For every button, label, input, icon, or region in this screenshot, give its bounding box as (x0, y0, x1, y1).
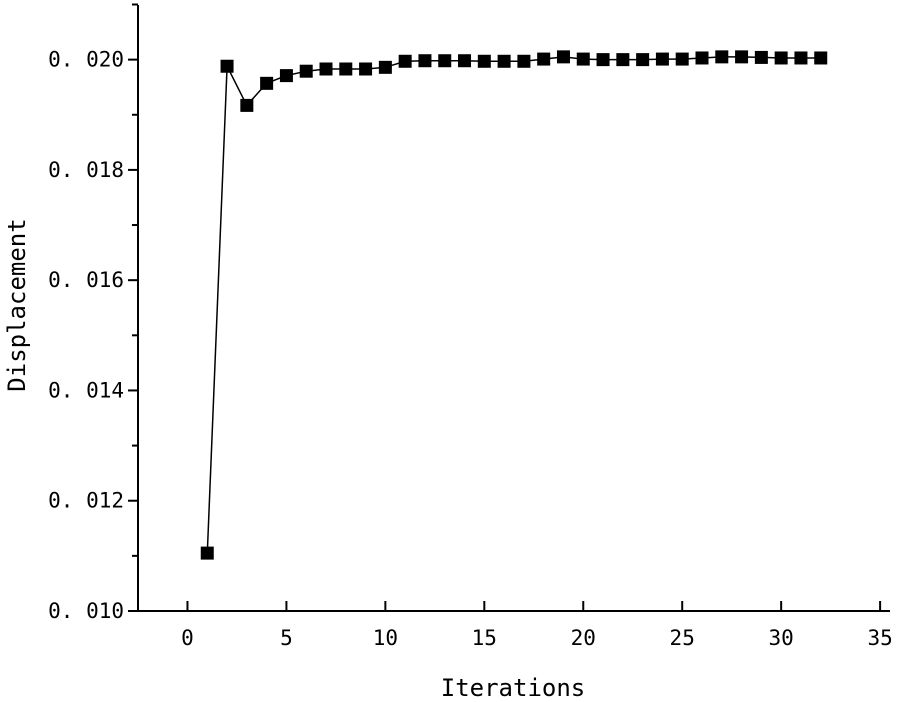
data-point-marker (636, 53, 650, 67)
y-tick-label: 0. 016 (48, 268, 124, 292)
y-tick-label: 0. 020 (48, 48, 124, 72)
data-point-marker (418, 54, 432, 68)
data-point-marker (517, 54, 531, 68)
data-point-marker (675, 52, 689, 66)
y-tick-label: 0. 014 (48, 378, 124, 402)
series-line (206, 56, 821, 554)
y-tick-label: 0. 010 (48, 599, 124, 623)
data-point-marker (398, 54, 412, 68)
y-major-ticks (128, 58, 138, 612)
data-point-marker (715, 50, 729, 64)
x-tick-label: 30 (769, 626, 794, 650)
data-point-marker (537, 52, 551, 66)
data-point-marker (319, 62, 333, 76)
y-tick-label: 0. 018 (48, 158, 124, 182)
data-point-marker (378, 60, 392, 74)
y-tick-labels: 0. 010 0. 012 0. 014 0. 016 0. 018 0. 020 (48, 48, 124, 623)
data-point-marker (655, 52, 669, 66)
data-point-marker (774, 51, 788, 65)
data-point-marker (596, 53, 610, 67)
data-point-marker (616, 53, 630, 67)
series-markers (200, 50, 828, 560)
data-point-marker (260, 76, 274, 90)
data-point-marker (438, 54, 452, 68)
data-point-marker (497, 54, 511, 68)
data-point-marker (794, 51, 808, 65)
x-tick-label: 35 (867, 626, 892, 650)
data-point-marker (339, 62, 353, 76)
x-major-ticks (186, 601, 882, 611)
data-point-marker (458, 54, 472, 68)
data-point-marker (299, 64, 313, 78)
data-point-marker (220, 59, 234, 73)
x-tick-label: 0 (181, 626, 194, 650)
data-point-marker (695, 51, 709, 65)
x-axis-title: Iterations (441, 674, 586, 702)
y-tick-label: 0. 012 (48, 489, 124, 513)
data-point-marker (814, 51, 828, 65)
x-tick-label: 25 (670, 626, 695, 650)
data-point-marker (735, 50, 749, 64)
data-point-marker (200, 546, 214, 560)
x-tick-label: 10 (373, 626, 398, 650)
data-point-marker (477, 54, 491, 68)
data-point-marker (576, 52, 590, 66)
y-axis-title: Displacement (3, 218, 31, 391)
data-point-marker (556, 50, 570, 64)
data-point-marker (240, 98, 254, 112)
x-tick-labels: 0 5 10 15 20 25 30 35 (181, 626, 893, 650)
data-point-marker (279, 69, 293, 83)
x-tick-label: 20 (571, 626, 596, 650)
x-tick-label: 5 (280, 626, 293, 650)
data-point-marker (359, 62, 373, 76)
data-point-marker (754, 50, 768, 64)
x-tick-label: 15 (472, 626, 497, 650)
